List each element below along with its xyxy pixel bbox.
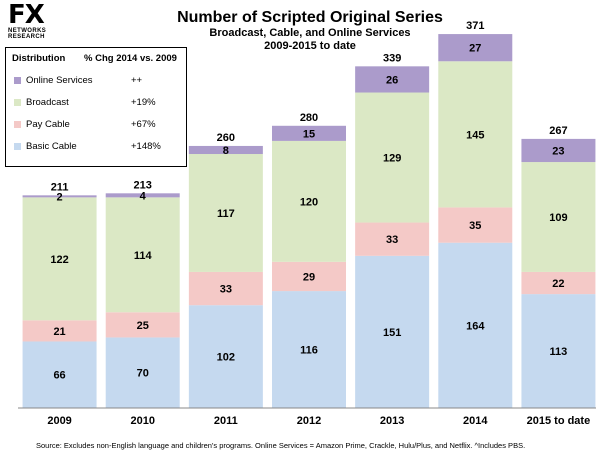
legend-item-online-services: Online Services ++ — [14, 74, 182, 88]
bar-pay-cable-2012 — [272, 261, 346, 292]
bar-basic-cable-2009 — [22, 341, 97, 408]
bar-broadcast-2014 — [438, 61, 513, 208]
legend-label: Pay Cable — [26, 119, 70, 130]
data-label-broadcast-2011: 117 — [217, 208, 235, 220]
total-label-2010: 213 — [134, 179, 152, 191]
data-label-broadcast-2013: 129 — [383, 153, 401, 165]
legend-item-pay-cable: Pay Cable +67% — [14, 118, 182, 132]
legend-swatch — [14, 143, 21, 150]
data-label-broadcast-2009: 122 — [50, 254, 68, 266]
bar-online-services-2011 — [188, 145, 263, 155]
legend-item-basic-cable: Basic Cable +148% — [14, 140, 182, 154]
bar-basic-cable-2014 — [438, 242, 513, 408]
bar-pay-cable-2013 — [355, 222, 430, 256]
x-tick-label-2012: 2012 — [297, 415, 321, 427]
x-tick-label-2010: 2010 — [130, 415, 154, 427]
x-tick-label-2015-to-date: 2015 to date — [527, 415, 591, 427]
footnote: Source: Excludes non-English language an… — [36, 441, 526, 450]
total-label-2015-to-date: 267 — [549, 125, 567, 137]
bar-broadcast-2013 — [355, 92, 430, 223]
data-label-basic-cable-2010: 70 — [137, 368, 149, 380]
data-label-pay-cable-2010: 25 — [137, 320, 149, 332]
bar-broadcast-2009 — [22, 197, 97, 321]
chart-subtitle-1: Broadcast, Cable, and Online Services — [209, 27, 411, 39]
bar-online-services-2015-to-date — [521, 138, 596, 163]
data-label-pay-cable-2012: 29 — [303, 271, 315, 283]
bar-basic-cable-2015-to-date — [521, 294, 596, 408]
bar-online-services-2009 — [22, 195, 97, 198]
bar-broadcast-2012 — [272, 140, 346, 262]
data-label-pay-cable-2013: 33 — [386, 234, 398, 246]
logo-mark: FX — [8, 0, 45, 30]
legend-header-distribution: Distribution — [12, 53, 66, 64]
x-tick-label-2009: 2009 — [47, 415, 71, 427]
bar-pay-cable-2009 — [22, 320, 97, 342]
bar-pay-cable-2011 — [188, 271, 263, 306]
fx-logo: FX NETWORKS RESEARCH — [8, 2, 70, 40]
bar-broadcast-2010 — [105, 197, 180, 313]
total-label-2009: 211 — [51, 181, 69, 193]
data-label-online-services-2015-to-date: 23 — [552, 145, 564, 157]
data-label-basic-cable-2011: 102 — [217, 352, 235, 364]
data-label-pay-cable-2009: 21 — [53, 326, 65, 338]
legend-item-broadcast: Broadcast +19% — [14, 96, 182, 110]
chart-title: Number of Scripted Original Series — [177, 9, 443, 26]
legend-label: Basic Cable — [26, 141, 77, 152]
data-label-broadcast-2012: 120 — [300, 196, 318, 208]
data-label-online-services-2009: 2 — [57, 191, 63, 203]
logo-subtext-1: NETWORKS — [8, 28, 47, 34]
legend-pct: +148% — [131, 141, 161, 152]
data-label-basic-cable-2015-to-date: 113 — [550, 346, 568, 358]
data-label-online-services-2014: 27 — [469, 43, 481, 55]
data-label-basic-cable-2014: 164 — [466, 320, 485, 332]
data-label-broadcast-2015-to-date: 109 — [549, 212, 567, 224]
bar-basic-cable-2013 — [355, 255, 430, 408]
legend-swatch — [14, 121, 21, 128]
data-label-online-services-2013: 26 — [386, 74, 398, 86]
bar-online-services-2014 — [438, 34, 513, 62]
bar-online-services-2012 — [272, 125, 346, 141]
legend: Distribution % Chg 2014 vs. 2009 Online … — [5, 47, 187, 167]
data-label-basic-cable-2012: 116 — [300, 345, 318, 357]
total-label-2014: 371 — [466, 20, 484, 32]
legend-pct: +67% — [131, 119, 156, 130]
data-label-basic-cable-2009: 66 — [53, 370, 65, 382]
data-label-pay-cable-2011: 33 — [220, 284, 232, 296]
chart-subtitle-2: 2009-2015 to date — [264, 40, 356, 52]
total-label-2011: 260 — [217, 132, 235, 144]
bar-broadcast-2015-to-date — [521, 162, 596, 272]
total-label-2013: 339 — [383, 52, 401, 64]
data-label-online-services-2012: 15 — [303, 128, 315, 140]
data-label-broadcast-2010: 114 — [134, 250, 153, 262]
bar-pay-cable-2014 — [438, 207, 513, 243]
legend-swatch — [14, 99, 21, 106]
x-tick-label-2011: 2011 — [214, 415, 238, 427]
data-label-online-services-2011: 8 — [223, 145, 229, 157]
logo-subtext-2: RESEARCH — [8, 34, 45, 40]
bar-basic-cable-2011 — [188, 305, 263, 408]
bar-pay-cable-2010 — [105, 312, 180, 338]
legend-label: Online Services — [26, 75, 93, 86]
data-label-online-services-2010: 4 — [140, 190, 147, 202]
bar-broadcast-2011 — [188, 154, 263, 272]
legend-swatch — [14, 77, 21, 84]
legend-label: Broadcast — [26, 97, 69, 108]
bar-online-services-2010 — [105, 193, 180, 198]
data-label-pay-cable-2014: 35 — [469, 220, 481, 232]
legend-header-change: % Chg 2014 vs. 2009 — [84, 53, 177, 64]
x-tick-label-2014: 2014 — [463, 415, 488, 427]
data-label-pay-cable-2015-to-date: 22 — [552, 278, 564, 290]
title-block: Number of Scripted Original Series Broad… — [130, 8, 490, 53]
x-tick-label-2013: 2013 — [380, 415, 404, 427]
bar-basic-cable-2010 — [105, 337, 180, 408]
bar-pay-cable-2015-to-date — [521, 271, 596, 295]
legend-pct: ++ — [131, 75, 143, 86]
data-label-broadcast-2014: 145 — [466, 129, 484, 141]
data-label-basic-cable-2013: 151 — [383, 327, 401, 339]
legend-pct: +19% — [131, 97, 156, 108]
bar-basic-cable-2012 — [272, 291, 346, 408]
total-label-2012: 280 — [300, 112, 318, 124]
bar-online-services-2013 — [355, 66, 430, 93]
